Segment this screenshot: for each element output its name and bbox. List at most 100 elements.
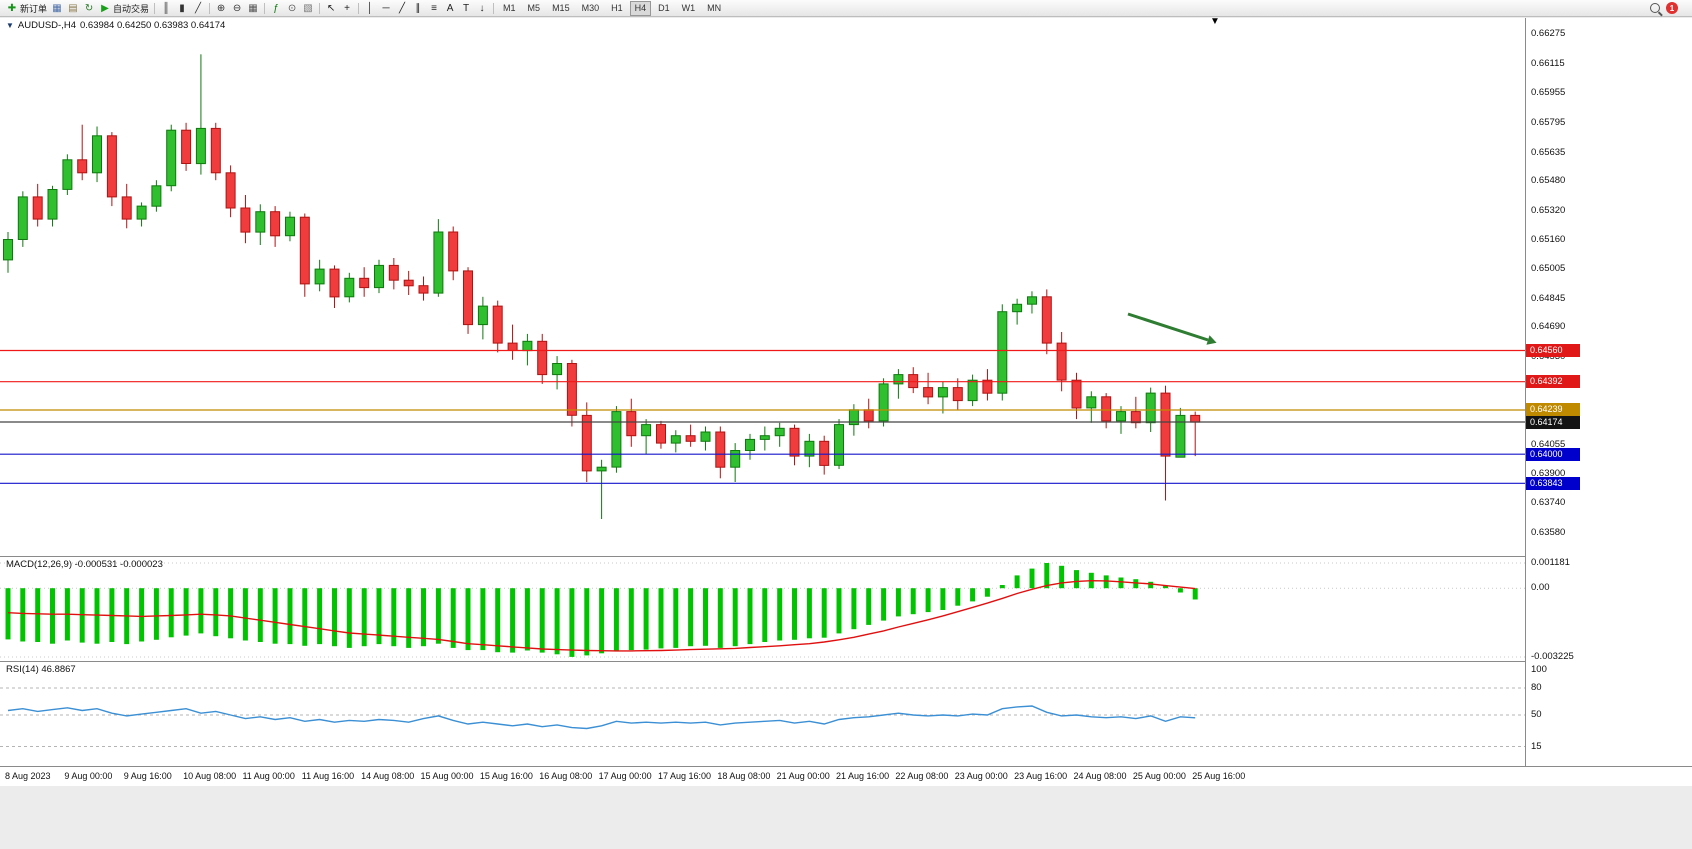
timeframe-m15[interactable]: M15 xyxy=(552,2,570,13)
candle-down xyxy=(863,409,874,422)
candle-up xyxy=(1175,414,1186,458)
pane-separator[interactable] xyxy=(0,556,1692,557)
candlestick-chart[interactable] xyxy=(0,18,1525,556)
zoom-out-button[interactable]: ⊖ xyxy=(229,1,245,16)
timeframe-h4[interactable]: H4 xyxy=(629,0,652,16)
label-icon: T xyxy=(462,2,470,14)
horizontal-line-button[interactable]: ─ xyxy=(378,1,394,16)
time-axis-label: 24 Aug 08:00 xyxy=(1073,771,1127,781)
candle-up xyxy=(967,379,978,402)
timeframe-h1[interactable]: H1 xyxy=(611,2,623,13)
timeframe-mn[interactable]: MN xyxy=(707,2,722,13)
search-icon[interactable] xyxy=(1650,3,1660,13)
price-axis[interactable]: 0.66275 0.66115 0.65955 0.65795 0.65635 0.654… xyxy=(1525,18,1692,766)
time-axis-label: 15 Aug 16:00 xyxy=(479,771,533,781)
candle-up xyxy=(314,268,325,285)
timeframe-m1[interactable]: M1 xyxy=(503,2,516,13)
macd-label: MACD(12,26,9) -0.000531 -0.000023 xyxy=(6,559,163,570)
indicators-button[interactable]: ƒ xyxy=(268,1,284,16)
candlestick-chart-button[interactable]: ▮ xyxy=(174,1,190,16)
candle-down xyxy=(685,435,696,442)
timeframe-m5[interactable]: M5 xyxy=(527,2,541,13)
rsi-chart[interactable] xyxy=(0,662,1525,766)
pane-separator[interactable] xyxy=(0,661,1692,662)
candle-up xyxy=(730,450,741,468)
price-chart-pane[interactable]: ▼ AUDUSD-,H4 0.63984 0.64250 0.63983 0.6… xyxy=(0,18,1525,556)
candle-down xyxy=(181,129,192,164)
refresh-button[interactable]: ↻ xyxy=(81,1,97,16)
macd-histogram-bar xyxy=(20,588,26,642)
macd-histogram-bar xyxy=(940,588,946,610)
notification-badge[interactable]: 1 xyxy=(1666,2,1678,14)
candle-down xyxy=(982,379,993,394)
price-axis-label: 0.65160 xyxy=(1531,234,1566,246)
macd-histogram-bar xyxy=(94,588,100,644)
macd-histogram-bar xyxy=(792,588,797,640)
macd-histogram-bar xyxy=(302,588,308,646)
bar-chart-button[interactable]: ║ xyxy=(158,1,174,16)
charts-toolbar-button[interactable]: ▦ xyxy=(49,1,65,16)
cursor-button[interactable]: ↖ xyxy=(323,1,339,16)
macd-histogram-bar xyxy=(1074,570,1079,589)
zoom-in-button[interactable]: ⊕ xyxy=(213,1,229,16)
arrows-icon: ↓ xyxy=(479,2,485,14)
candle-up xyxy=(700,431,711,442)
trend-arrow xyxy=(1127,312,1209,342)
candle-down xyxy=(77,159,88,174)
autotrading-label: 自动交易 xyxy=(113,3,150,14)
candle-up xyxy=(552,363,563,376)
toolbar-separator xyxy=(209,2,211,14)
price-axis-label: 0.65635 xyxy=(1531,146,1566,158)
crosshair-button[interactable]: + xyxy=(339,1,355,16)
macd-histogram-bar xyxy=(554,588,560,655)
macd-histogram-bar xyxy=(406,588,412,648)
macd-histogram-bar xyxy=(495,588,501,653)
fibonacci-button[interactable]: ≡ xyxy=(426,1,442,16)
timeframe-d1[interactable]: D1 xyxy=(658,2,670,13)
macd-histogram-bar xyxy=(1177,588,1183,593)
macd-histogram-bar xyxy=(1103,575,1109,589)
time-axis[interactable]: 8 Aug 2023 9 Aug 00:00 9 Aug 16:00 10 Aug 0… xyxy=(0,767,1692,786)
toolbar-separator xyxy=(358,2,360,14)
tile-windows-button[interactable]: ▦ xyxy=(245,1,261,16)
line-chart-button[interactable]: ╱ xyxy=(190,1,206,16)
time-axis-label: 9 Aug 16:00 xyxy=(123,771,172,781)
macd-histogram-bar xyxy=(970,588,976,602)
new-order-button[interactable]: ✚ 新订单 xyxy=(4,1,49,16)
macd-histogram-bar xyxy=(747,588,753,645)
text-button[interactable]: A xyxy=(442,1,458,16)
macd-histogram-bar xyxy=(198,588,204,634)
periods-button[interactable]: ⊙ xyxy=(284,1,300,16)
time-axis-label: 18 Aug 08:00 xyxy=(717,771,771,781)
vertical-line-icon: │ xyxy=(366,2,374,14)
templates-button[interactable]: ▧ xyxy=(300,1,316,16)
price-line-value-box: 0.64239 xyxy=(1526,403,1580,417)
time-axis-label: 10 Aug 08:00 xyxy=(183,771,237,781)
timeframe-m30[interactable]: M30 xyxy=(581,2,600,13)
candle-up xyxy=(522,340,533,352)
vertical-line-button[interactable]: │ xyxy=(362,1,378,16)
toolbar-icon-group: ✚ 新订单 ▦ ▤ ↻ ▶ 自动交易 ║ ▮ ╱ ⊕ ⊖ ▦ ƒ ⊙ ▧ ↖ + │ ─ ╱ ∥ ≡ A T ↓ xyxy=(4,1,497,16)
autotrading-button[interactable]: ▶ 自动交易 xyxy=(97,1,151,16)
trendline-button[interactable]: ╱ xyxy=(394,1,410,16)
chart-title: ▼ AUDUSD-,H4 0.63984 0.64250 0.63983 0.6… xyxy=(6,20,225,31)
macd-chart[interactable] xyxy=(0,557,1525,661)
tile-windows-icon: ▦ xyxy=(248,2,258,14)
candle-down xyxy=(715,431,726,468)
profiles-button[interactable]: ▤ xyxy=(65,1,81,16)
candle-up xyxy=(804,440,815,457)
macd-histogram-bar xyxy=(524,588,530,651)
macd-histogram-bar xyxy=(435,588,441,644)
macd-pane[interactable]: MACD(12,26,9) -0.000531 -0.000023 xyxy=(0,557,1525,661)
candle-down xyxy=(329,268,340,298)
label-button[interactable]: T xyxy=(458,1,474,16)
chart-shift-marker[interactable]: ▼ xyxy=(1210,18,1220,27)
arrows-button[interactable]: ↓ xyxy=(474,1,490,16)
channel-button[interactable]: ∥ xyxy=(410,1,426,16)
pane-separator[interactable] xyxy=(0,766,1692,767)
macd-histogram-bar xyxy=(1118,577,1124,589)
bar-chart-icon: ║ xyxy=(162,2,170,14)
rsi-pane[interactable]: RSI(14) 46.8867 xyxy=(0,662,1525,766)
candle-down xyxy=(789,427,800,457)
timeframe-w1[interactable]: W1 xyxy=(681,2,696,13)
